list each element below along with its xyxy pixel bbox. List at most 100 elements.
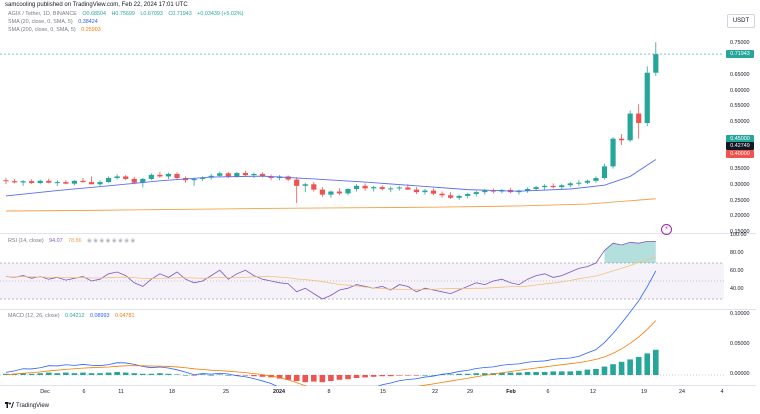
- macd-histogram-bar: [114, 372, 120, 375]
- time-axis-label: Dec: [40, 389, 50, 395]
- currency-button[interactable]: USDT: [727, 14, 755, 28]
- macd-line: [5, 270, 657, 386]
- rsi-value: 94.07: [49, 238, 63, 244]
- sma200-line: [5, 198, 656, 212]
- macd-legend[interactable]: MACD (12, 26, close) 0.04212 0.08993 0.0…: [8, 313, 139, 319]
- sma200-legend[interactable]: SMA (200, close, 0, SMA, 5) 0.25903: [8, 27, 105, 33]
- candle-body: [11, 181, 18, 183]
- rsi-legend[interactable]: RSI (14, close) 94.07 78.86 ◉ ◉ ◉ ◉ ◉ ◉ …: [8, 238, 135, 244]
- macd-histogram-bar: [97, 373, 103, 375]
- macd-histogram-bar: [567, 371, 574, 375]
- price-tick-label: 0.25000: [730, 197, 750, 204]
- macd-histogram-bar: [45, 372, 52, 375]
- time-axis-label: 15: [380, 389, 386, 395]
- candle-body: [131, 178, 137, 183]
- macd-tick-label: 0.00000: [730, 371, 750, 377]
- price-badge: 0.42749: [726, 141, 754, 150]
- macd-histogram-bar: [558, 371, 565, 375]
- pane-divider-rsi[interactable]: [0, 233, 756, 234]
- time-axis-label: 19: [641, 389, 647, 395]
- rsi-overbought-fill: [604, 241, 656, 263]
- macd-histogram-bar: [122, 372, 129, 375]
- sma200-value: 0.25903: [81, 27, 101, 33]
- candle-body: [413, 189, 419, 193]
- candle-body: [29, 181, 35, 184]
- candle-body: [311, 184, 317, 190]
- rsi-line: [5, 240, 656, 300]
- candle-body: [123, 176, 129, 179]
- candle-body: [371, 187, 377, 189]
- macd-histogram-bar: [550, 371, 556, 375]
- sma20-legend[interactable]: SMA (20, close, 0, SMA, 5) 0.38424: [8, 19, 102, 25]
- tradingview-icon: [5, 402, 14, 408]
- candle-body: [114, 176, 120, 178]
- candle-body: [234, 172, 240, 177]
- macd-histogram-bar: [516, 372, 522, 375]
- macd-histogram-bar: [396, 375, 403, 376]
- low-value: L0.67093: [140, 11, 163, 17]
- macd-histogram-bar: [28, 373, 35, 375]
- price-axis[interactable]: 0.75000 0.65000 0.60000 0.55000 0.50000 0.350…: [724, 0, 760, 386]
- candle-body: [328, 191, 334, 195]
- candle-body: [379, 187, 385, 189]
- candle-body: [405, 187, 411, 190]
- candle-body: [285, 176, 291, 180]
- rsi-pane: [0, 240, 724, 300]
- price-tick-label: 0.20000: [730, 213, 750, 220]
- price-tick-label: 0.55000: [730, 103, 750, 110]
- macd-line-value: 0.08993: [90, 313, 110, 319]
- symbol-legend[interactable]: AGIX / Tether, 1D, BINANCE O0.68504 H0.7…: [8, 11, 247, 17]
- price-tick-label: 0.30000: [730, 181, 750, 188]
- candle-body: [200, 177, 206, 179]
- macd-histogram-bar: [105, 372, 112, 375]
- macd-histogram-bar: [576, 370, 582, 375]
- candle-body: [174, 173, 180, 178]
- price-pane: [0, 42, 724, 212]
- pane-divider-macd[interactable]: [0, 309, 756, 310]
- candle-body: [251, 173, 257, 176]
- candle-body: [319, 189, 325, 195]
- macd-pane: [0, 270, 724, 386]
- macd-histogram-bar: [148, 373, 155, 375]
- macd-signal-line: [5, 320, 657, 386]
- price-tick-label: 0.65000: [730, 71, 750, 78]
- candle-body: [302, 184, 308, 186]
- candle-body: [567, 183, 573, 186]
- macd-histogram-bar: [387, 375, 394, 377]
- chart-canvas[interactable]: [0, 0, 724, 386]
- close-value: C0.71943: [168, 11, 192, 17]
- macd-histogram-bar: [627, 359, 633, 375]
- lightning-icon[interactable]: ⚡: [661, 224, 672, 235]
- macd-histogram-bar: [618, 361, 625, 375]
- macd-histogram-bar: [473, 373, 480, 375]
- candle-body: [584, 180, 590, 183]
- macd-histogram-bar: [464, 373, 471, 375]
- candle-body: [644, 72, 650, 123]
- price-tick-label: 0.15000: [730, 229, 750, 235]
- candle-body: [345, 189, 351, 194]
- macd-histogram-bar: [302, 375, 309, 383]
- candle-body: [336, 191, 343, 194]
- macd-histogram-bar: [405, 375, 411, 376]
- macd-histogram-bar: [499, 372, 505, 375]
- tradingview-logo[interactable]: TradingView: [5, 402, 49, 409]
- macd-histogram-bar: [242, 375, 249, 376]
- macd-histogram-bar: [251, 375, 257, 377]
- candle-body: [482, 190, 488, 193]
- macd-histogram-bar: [336, 375, 343, 380]
- macd-histogram-bar: [199, 374, 206, 375]
- rsi-ma-value: 78.86: [68, 238, 82, 244]
- macd-histogram-bar: [644, 353, 651, 375]
- candle-body: [576, 182, 582, 184]
- time-axis-label: 6: [82, 389, 86, 395]
- macd-histogram-bar: [362, 375, 368, 378]
- rsi-ma-line: [5, 257, 656, 290]
- candle-body: [448, 195, 454, 198]
- open-value: O0.68504: [82, 11, 106, 17]
- macd-histogram-bar: [456, 373, 462, 375]
- candle-body: [362, 185, 368, 189]
- change-value: +0.03439 (+5.02%): [197, 11, 244, 17]
- high-value: H0.75699: [111, 11, 135, 17]
- macd-histogram-bar: [54, 373, 61, 375]
- macd-histogram-bar: [216, 374, 223, 375]
